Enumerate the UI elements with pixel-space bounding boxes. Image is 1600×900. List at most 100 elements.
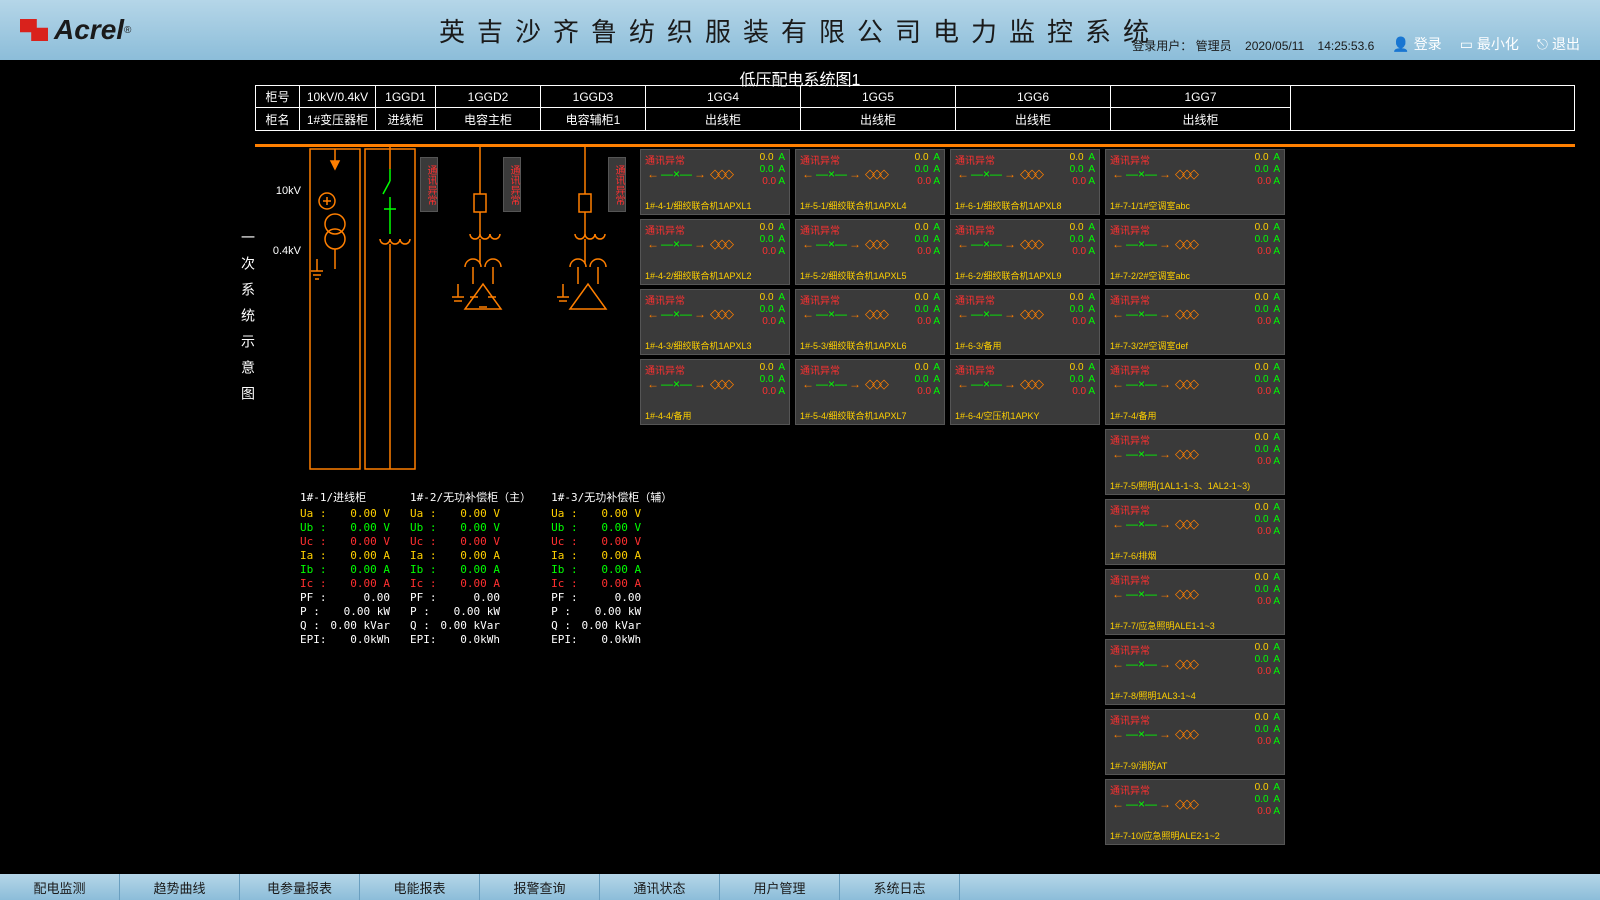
feeder-box[interactable]: 通讯异常0.0 A0.0 A0.0 A←—×—→◇◇◇1#-5-4/细绞联合机1… [795, 359, 945, 425]
feeder-box[interactable]: 通讯异常0.0 A0.0 A0.0 A←—×—→◇◇◇1#-6-1/细绞联合机1… [950, 149, 1100, 215]
feeder-box[interactable]: 通讯异常0.0 A0.0 A0.0 A←—×—→◇◇◇1#-6-2/细绞联合机1… [950, 219, 1100, 285]
header-right: 登录用户： 管理员 2020/05/11 14:25:53.6 👤 登录 ▭ 最… [1132, 0, 1580, 60]
feeder-status: 通讯异常 [1110, 222, 1150, 237]
feeder-status: 通讯异常 [1110, 712, 1150, 727]
feeder-ib: 0.0 A [1255, 584, 1280, 595]
feeder-ic: 0.0 A [1257, 526, 1280, 537]
feeder-box[interactable]: 通讯异常0.0 A0.0 A0.0 A←—×—→◇◇◇1#-4-4/备用 [640, 359, 790, 425]
reading-row: PF :0.00 [300, 591, 390, 605]
reading-row: Ib :0.00 A [551, 563, 641, 577]
feeder-status: 通讯异常 [1110, 502, 1150, 517]
feeder-box[interactable]: 通讯异常0.0 A0.0 A0.0 A←—×—→◇◇◇1#-4-1/细绞联合机1… [640, 149, 790, 215]
feeder-box[interactable]: 通讯异常0.0 A0.0 A0.0 A←—×—→◇◇◇1#-7-3/2#空调室d… [1105, 289, 1285, 355]
feeder-box[interactable]: 通讯异常0.0 A0.0 A0.0 A←—×—→◇◇◇1#-7-4/备用 [1105, 359, 1285, 425]
footer-button[interactable]: 电参量报表 [240, 874, 360, 900]
feeder-status: 通讯异常 [800, 152, 840, 167]
feeder-symbol: ←—×—→◇◇◇ [647, 236, 731, 252]
feeder-box[interactable]: 通讯异常0.0 A0.0 A0.0 A←—×—→◇◇◇1#-7-7/应急照明AL… [1105, 569, 1285, 635]
reading-column: 1#-3/无功补偿柜（辅）Ua :0.00 VUb :0.00 VUc :0.0… [551, 489, 672, 647]
feeder-box[interactable]: 通讯异常0.0 A0.0 A0.0 A←—×—→◇◇◇1#-6-3/备用 [950, 289, 1100, 355]
feeder-ia: 0.0 A [760, 292, 785, 303]
footer-button[interactable]: 报警查询 [480, 874, 600, 900]
footer-nav: 配电监测趋势曲线电参量报表电能报表报警查询通讯状态用户管理系统日志 [0, 874, 1600, 900]
feeder-box[interactable]: 通讯异常0.0 A0.0 A0.0 A←—×—→◇◇◇1#-6-4/空压机1AP… [950, 359, 1100, 425]
feeder-symbol: ←—×—→◇◇◇ [1112, 306, 1196, 322]
feeder-status: 通讯异常 [955, 292, 995, 307]
feeder-box[interactable]: 通讯异常0.0 A0.0 A0.0 A←—×—→◇◇◇1#-5-1/细绞联合机1… [795, 149, 945, 215]
footer-button[interactable]: 系统日志 [840, 874, 960, 900]
feeder-ib: 0.0 A [1255, 514, 1280, 525]
feeder-column: 通讯异常0.0 A0.0 A0.0 A←—×—→◇◇◇1#-5-1/细绞联合机1… [795, 149, 945, 429]
feeder-ib: 0.0 A [915, 374, 940, 385]
user-info: 登录用户： 管理员 2020/05/11 14:25:53.6 [1132, 37, 1374, 54]
reading-row: Ia :0.00 A [300, 549, 390, 563]
feeder-ib: 0.0 A [1255, 794, 1280, 805]
feeder-label: 1#-6-2/细绞联合机1APXL9 [955, 269, 1062, 282]
footer-button[interactable]: 趋势曲线 [120, 874, 240, 900]
feeder-ib: 0.0 A [915, 304, 940, 315]
feeder-symbol: ←—×—→◇◇◇ [957, 376, 1041, 392]
reading-row: Ub :0.00 V [551, 521, 641, 535]
reading-row: Ia :0.00 A [410, 549, 500, 563]
footer-button[interactable]: 用户管理 [720, 874, 840, 900]
footer-button[interactable]: 电能报表 [360, 874, 480, 900]
reading-row: PF :0.00 [551, 591, 641, 605]
exit-icon: ⎋ [1537, 36, 1548, 53]
exit-button[interactable]: ⎋ 退出 [1537, 34, 1580, 54]
feeder-box[interactable]: 通讯异常0.0 A0.0 A0.0 A←—×—→◇◇◇1#-7-10/应急照明A… [1105, 779, 1285, 845]
feeder-ia: 0.0 A [1255, 292, 1280, 303]
minimize-button[interactable]: ▭ 最小化 [1460, 34, 1519, 54]
feeder-box[interactable]: 通讯异常0.0 A0.0 A0.0 A←—×—→◇◇◇1#-5-3/细绞联合机1… [795, 289, 945, 355]
reading-row: P :0.00 kW [300, 605, 390, 619]
feeder-symbol: ←—×—→◇◇◇ [1112, 796, 1196, 812]
status-ggd1: 通讯异常 [420, 157, 438, 212]
feeder-box[interactable]: 通讯异常0.0 A0.0 A0.0 A←—×—→◇◇◇1#-7-6/排烟 [1105, 499, 1285, 565]
feeder-box[interactable]: 通讯异常0.0 A0.0 A0.0 A←—×—→◇◇◇1#-4-2/细绞联合机1… [640, 219, 790, 285]
feeder-symbol: ←—×—→◇◇◇ [1112, 446, 1196, 462]
feeder-ia: 0.0 A [1255, 712, 1280, 723]
feeder-box[interactable]: 通讯异常0.0 A0.0 A0.0 A←—×—→◇◇◇1#-5-2/细绞联合机1… [795, 219, 945, 285]
feeder-symbol: ←—×—→◇◇◇ [957, 236, 1041, 252]
footer-button[interactable]: 通讯状态 [600, 874, 720, 900]
schematic-svg: 10kV 0.4kV [255, 139, 655, 479]
logo-icon [20, 19, 48, 41]
feeder-status: 通讯异常 [800, 222, 840, 237]
feeder-status: 通讯异常 [1110, 572, 1150, 587]
reading-header: 1#-1/进线柜 [300, 489, 390, 505]
feeder-label: 1#-6-1/细绞联合机1APXL8 [955, 199, 1062, 212]
feeder-ic: 0.0 A [1072, 246, 1095, 257]
feeder-box[interactable]: 通讯异常0.0 A0.0 A0.0 A←—×—→◇◇◇1#-7-1/1#空调室a… [1105, 149, 1285, 215]
feeder-symbol: ←—×—→◇◇◇ [802, 376, 886, 392]
feeder-box[interactable]: 通讯异常0.0 A0.0 A0.0 A←—×—→◇◇◇1#-7-2/2#空调室a… [1105, 219, 1285, 285]
feeder-ic: 0.0 A [1072, 386, 1095, 397]
footer-button[interactable]: 配电监测 [0, 874, 120, 900]
feeder-ia: 0.0 A [915, 362, 940, 373]
feeder-symbol: ←—×—→◇◇◇ [1112, 656, 1196, 672]
feeder-status: 通讯异常 [955, 152, 995, 167]
reading-row: Ua :0.00 V [300, 507, 390, 521]
feeder-status: 通讯异常 [1110, 642, 1150, 657]
reading-row: Q :0.00 kVar [300, 619, 390, 633]
feeder-ib: 0.0 A [1255, 654, 1280, 665]
feeder-ic: 0.0 A [762, 316, 785, 327]
feeder-box[interactable]: 通讯异常0.0 A0.0 A0.0 A←—×—→◇◇◇1#-4-3/细绞联合机1… [640, 289, 790, 355]
feeder-box[interactable]: 通讯异常0.0 A0.0 A0.0 A←—×—→◇◇◇1#-7-9/消防AT [1105, 709, 1285, 775]
app-title: 英吉沙齐鲁纺织服装有限公司电力监控系统 [439, 12, 1161, 49]
feeder-ib: 0.0 A [1070, 164, 1095, 175]
feeder-symbol: ←—×—→◇◇◇ [957, 166, 1041, 182]
feeder-label: 1#-7-7/应急照明ALE1-1~3 [1110, 619, 1215, 632]
feeder-ia: 0.0 A [1255, 432, 1280, 443]
status-ggd2: 通讯异常 [503, 157, 521, 212]
feeder-box[interactable]: 通讯异常0.0 A0.0 A0.0 A←—×—→◇◇◇1#-7-8/照明1AL3… [1105, 639, 1285, 705]
feeder-ic: 0.0 A [1257, 316, 1280, 327]
feeder-ic: 0.0 A [1257, 456, 1280, 467]
reading-row: P :0.00 kW [410, 605, 500, 619]
feeder-ib: 0.0 A [1255, 724, 1280, 735]
feeder-ia: 0.0 A [1255, 362, 1280, 373]
login-button[interactable]: 👤 登录 [1392, 34, 1441, 54]
feeder-box[interactable]: 通讯异常0.0 A0.0 A0.0 A←—×—→◇◇◇1#-7-5/照明(1AL… [1105, 429, 1285, 495]
reading-row: Ib :0.00 A [300, 563, 390, 577]
feeder-ia: 0.0 A [1255, 572, 1280, 583]
feeder-ic: 0.0 A [1257, 806, 1280, 817]
feeder-label: 1#-7-10/应急照明ALE2-1~2 [1110, 829, 1220, 842]
